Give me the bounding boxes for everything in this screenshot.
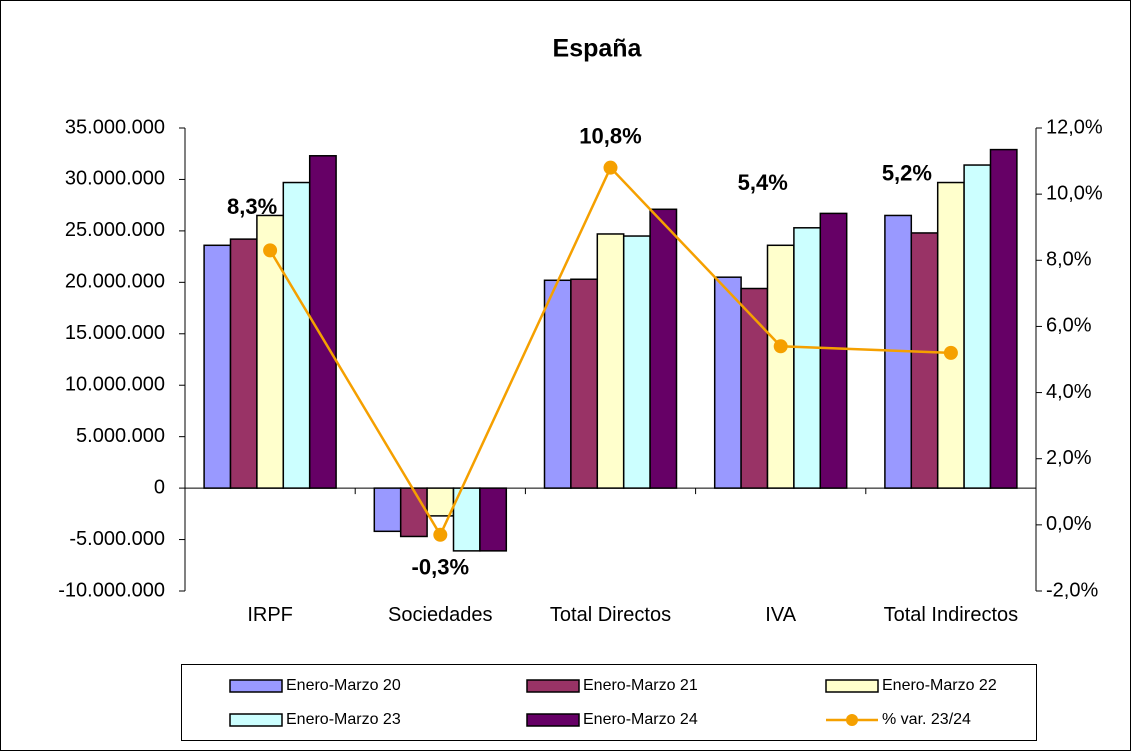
bar xyxy=(282,181,311,489)
bar xyxy=(479,487,508,552)
data-label: -0,3% xyxy=(412,555,469,580)
legend-label: Enero-Marzo 22 xyxy=(882,677,997,694)
y2-tick-label: 2,0% xyxy=(1046,447,1092,469)
legend-swatch xyxy=(229,679,283,693)
legend-label: % var. 23/24 xyxy=(882,711,971,728)
y-tick-label: 20.000.000 xyxy=(65,271,165,293)
data-label: 10,8% xyxy=(579,123,641,148)
x-tick-label: Total Directos xyxy=(549,604,672,626)
x-tick-label: IRPF xyxy=(247,604,293,626)
y-tick-label: -5.000.000 xyxy=(69,528,165,550)
y2-tick-label: 4,0% xyxy=(1046,381,1092,403)
bar xyxy=(543,279,572,489)
legend-marker xyxy=(846,714,858,726)
line-point xyxy=(773,339,788,354)
bar xyxy=(596,233,625,489)
line-point xyxy=(433,527,448,542)
y-tick-label: 30.000.000 xyxy=(65,168,165,190)
bar xyxy=(766,244,795,489)
bar xyxy=(570,278,599,489)
y-tick-label: 10.000.000 xyxy=(65,374,165,396)
bar xyxy=(989,148,1018,489)
bar xyxy=(713,276,742,489)
data-label: 8,3% xyxy=(227,194,277,219)
x-tick-label: Sociedades xyxy=(388,604,493,626)
x-tick-label: Total Indirectos xyxy=(883,604,1019,626)
legend-box xyxy=(181,664,1037,741)
bar xyxy=(399,487,428,538)
y2-tick-label: 0,0% xyxy=(1046,513,1092,535)
bar xyxy=(373,487,402,533)
legend-swatch xyxy=(526,679,580,693)
bar xyxy=(936,181,965,489)
line-point xyxy=(603,160,618,175)
legend-swatch xyxy=(825,679,879,693)
y2-tick-label: 10,0% xyxy=(1046,182,1103,204)
data-label: 5,4% xyxy=(738,170,788,195)
bar xyxy=(793,227,822,489)
bar xyxy=(203,244,232,489)
y-tick-label: 0 xyxy=(154,476,165,498)
y2-tick-label: 8,0% xyxy=(1046,249,1092,271)
bar xyxy=(426,487,455,517)
legend-swatch xyxy=(526,713,580,727)
legend-label: Enero-Marzo 24 xyxy=(583,711,698,728)
y-tick-label: -10.000.000 xyxy=(58,579,165,601)
legend-swatch xyxy=(229,713,283,727)
bar xyxy=(256,214,285,489)
legend-label: Enero-Marzo 21 xyxy=(583,677,698,694)
bar xyxy=(910,232,939,489)
bar xyxy=(229,238,258,489)
bar xyxy=(649,208,678,489)
bar xyxy=(622,235,651,489)
y-tick-label: 25.000.000 xyxy=(65,219,165,241)
chart-title: España xyxy=(553,35,643,63)
x-tick-label: IVA xyxy=(765,604,797,626)
bar xyxy=(819,212,848,489)
legend-label: Enero-Marzo 23 xyxy=(286,711,401,728)
bar xyxy=(740,287,769,489)
y-tick-label: 35.000.000 xyxy=(65,116,165,138)
legend-label: Enero-Marzo 20 xyxy=(286,677,401,694)
y2-tick-label: 6,0% xyxy=(1046,315,1092,337)
y2-tick-label: -2,0% xyxy=(1046,579,1098,601)
y-tick-label: 15.000.000 xyxy=(65,322,165,344)
y2-tick-label: 12,0% xyxy=(1046,116,1103,138)
line-point xyxy=(943,345,958,360)
bar xyxy=(963,164,992,489)
data-label: 5,2% xyxy=(882,161,932,186)
line-point xyxy=(263,243,278,258)
y-tick-label: 5.000.000 xyxy=(76,425,165,447)
